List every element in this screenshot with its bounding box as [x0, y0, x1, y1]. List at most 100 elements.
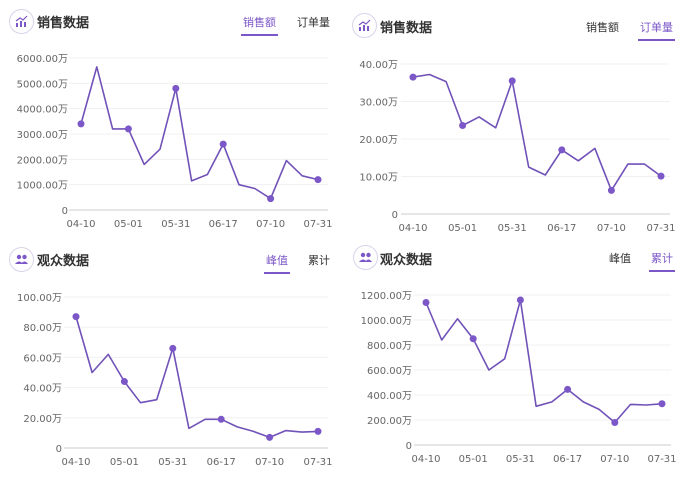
x-tick-label: 05-31 [506, 454, 535, 465]
y-tick-label: 60.00万 [23, 353, 62, 364]
data-point-marker[interactable] [657, 172, 665, 180]
y-tick-label: 4000.00万 [17, 105, 68, 116]
y-tick-label: 40.00万 [359, 60, 398, 71]
x-tick-label: 05-01 [448, 223, 477, 234]
x-tick-label: 06-17 [553, 454, 582, 465]
audience-peak-panel: 观众数据 峰值 累计 0 20.00万 40.00万 60.00万 80.00万 100.… [0, 239, 350, 478]
tab-cumulative[interactable]: 累计 [649, 252, 675, 272]
x-tick-label: 04-10 [61, 457, 90, 468]
data-point-marker[interactable] [422, 299, 430, 306]
data-point-marker[interactable] [219, 140, 227, 148]
data-point-marker[interactable] [72, 313, 80, 321]
y-tick-label: 30.00万 [359, 98, 398, 109]
x-tick-label: 04-10 [66, 219, 95, 230]
order-count-panel: 销售数据 销售额 订单量 0 10.00万 20.00万 30.00万 40.00万 04… [350, 0, 700, 239]
line-chart: 0 10.00万 20.00万 30.00万 40.00万 04-10 05-01 05-31… [359, 60, 675, 234]
data-point-marker[interactable] [169, 344, 177, 352]
data-point-marker[interactable] [314, 176, 322, 184]
y-tick-label: 80.00万 [23, 323, 62, 334]
y-tick-label: 100.00万 [17, 293, 62, 304]
x-tick-label: 07-10 [256, 219, 285, 230]
y-tick-label: 200.00万 [367, 416, 412, 427]
x-tick-label: 05-01 [114, 219, 143, 230]
x-tick-label: 05-01 [459, 454, 488, 465]
data-point-marker[interactable] [564, 385, 572, 393]
panel-title: 观众数据 [37, 254, 90, 269]
panel-header: 销售数据 销售额 订单量 [0, 0, 350, 40]
y-tick-label: 0 [56, 444, 62, 455]
panel-title: 销售数据 [380, 21, 433, 36]
tab-sales-amount[interactable]: 销售额 [586, 21, 619, 34]
line-chart: 0 200.00万 400.00万 600.00万 800.00万 1000.00万 120… [361, 291, 677, 465]
x-tick-label: 07-10 [255, 457, 284, 468]
data-point-marker[interactable] [516, 296, 524, 304]
data-point-marker[interactable] [266, 433, 274, 441]
tab-peak[interactable]: 峰值 [609, 252, 631, 265]
data-point-marker[interactable] [459, 122, 467, 129]
x-tick-label: 06-17 [207, 457, 236, 468]
x-tick-label: 07-10 [597, 223, 626, 234]
x-tick-label: 06-17 [547, 223, 576, 234]
x-tick-label: 05-31 [161, 219, 190, 230]
line-chart: 0 1000.00万 2000.00万 3000.00万 4000.00万 5000.00… [17, 54, 333, 230]
tab-sales-amount[interactable]: 销售额 [241, 16, 278, 36]
tab-order-count[interactable]: 订单量 [297, 16, 330, 29]
x-tick-label: 07-10 [600, 454, 629, 465]
audience-cumulative-panel: 观众数据 峰值 累计 0 200.00万 400.00万 600.00万 800.00万… [350, 239, 700, 478]
tab-order-count[interactable]: 订单量 [638, 21, 675, 41]
data-point-marker[interactable] [267, 195, 275, 203]
y-tick-label: 800.00万 [367, 341, 412, 352]
x-tick-label: 04-10 [398, 223, 427, 234]
y-tick-label: 20.00万 [23, 414, 62, 425]
data-line [80, 66, 319, 200]
y-tick-label: 20.00万 [359, 135, 398, 146]
y-tick-label: 10.00万 [359, 173, 398, 184]
y-tick-label: 6000.00万 [17, 54, 68, 65]
x-tick-label: 07-31 [303, 457, 332, 468]
y-tick-label: 600.00万 [367, 366, 412, 377]
x-tick-label: 07-31 [647, 454, 676, 465]
y-tick-label: 1200.00万 [361, 291, 412, 302]
data-point-marker[interactable] [314, 427, 322, 435]
y-tick-label: 1000.00万 [17, 181, 68, 192]
y-tick-label: 2000.00万 [17, 155, 68, 166]
tab-cumulative[interactable]: 累计 [308, 254, 330, 267]
data-line [75, 316, 319, 439]
x-tick-label: 05-01 [110, 457, 139, 468]
y-tick-label: 400.00万 [367, 391, 412, 402]
audience-icon [9, 247, 34, 272]
data-point-marker[interactable] [217, 415, 225, 423]
y-tick-label: 0 [392, 210, 398, 221]
panel-title: 销售数据 [37, 16, 90, 31]
data-point-marker[interactable] [607, 186, 615, 194]
x-tick-label: 07-31 [303, 219, 332, 230]
data-point-marker[interactable] [658, 400, 666, 408]
sales-amount-panel: 销售数据 销售额 订单量 0 1000.00万 2000.00万 3000.00万 40… [0, 0, 350, 239]
panel-title: 观众数据 [380, 253, 433, 268]
data-point-marker[interactable] [77, 120, 85, 128]
data-point-marker[interactable] [508, 77, 516, 85]
data-point-marker[interactable] [124, 125, 132, 133]
data-point-marker[interactable] [611, 419, 619, 426]
data-point-marker[interactable] [469, 335, 477, 343]
data-line [412, 73, 662, 192]
data-line [425, 299, 663, 424]
data-point-marker[interactable] [172, 84, 180, 92]
audience-icon [353, 245, 378, 270]
y-tick-label: 1000.00万 [361, 316, 412, 327]
x-tick-label: 05-31 [158, 457, 187, 468]
panel-header: 观众数据 峰值 累计 [350, 239, 700, 279]
chart-trend-icon [9, 9, 34, 34]
y-tick-label: 3000.00万 [17, 130, 68, 141]
data-point-marker[interactable] [409, 73, 417, 81]
y-tick-label: 0 [406, 441, 412, 452]
y-tick-label: 40.00万 [23, 384, 62, 395]
y-tick-label: 5000.00万 [17, 79, 68, 90]
chart-trend-icon [352, 13, 377, 38]
data-point-marker[interactable] [120, 378, 128, 386]
tab-peak[interactable]: 峰值 [264, 254, 290, 274]
data-point-marker[interactable] [558, 146, 566, 154]
x-tick-label: 04-10 [411, 454, 440, 465]
line-chart: 0 20.00万 40.00万 60.00万 80.00万 100.00万 04-10 05-… [17, 293, 333, 468]
x-tick-label: 07-31 [646, 223, 675, 234]
